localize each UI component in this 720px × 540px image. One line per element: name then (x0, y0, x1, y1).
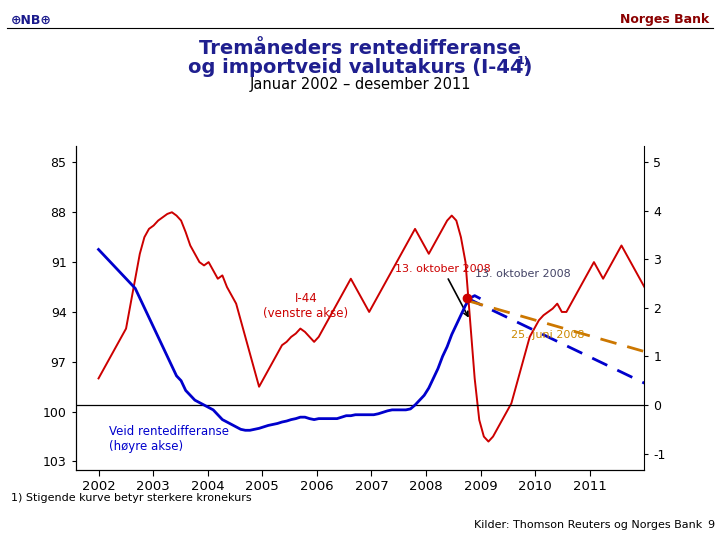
Text: 1): 1) (517, 56, 530, 66)
Text: Kilder: Thomson Reuters og Norges Bank: Kilder: Thomson Reuters og Norges Bank (474, 520, 702, 530)
Text: ⊕NB⊕: ⊕NB⊕ (11, 14, 52, 26)
Text: Norges Bank: Norges Bank (620, 14, 709, 26)
Text: Veid rentedifferanse
(høyre akse): Veid rentedifferanse (høyre akse) (109, 425, 230, 453)
Text: og importveid valutakurs (I-44): og importveid valutakurs (I-44) (188, 58, 532, 77)
Text: 1) Stigende kurve betyr sterkere kronekurs: 1) Stigende kurve betyr sterkere kroneku… (11, 493, 251, 503)
Text: 25. juni 2008: 25. juni 2008 (510, 330, 584, 340)
Text: 13. oktober 2008: 13. oktober 2008 (395, 264, 490, 316)
Text: Tremåneders rentedifferanse: Tremåneders rentedifferanse (199, 39, 521, 58)
Text: Januar 2002 – desember 2011: Januar 2002 – desember 2011 (249, 77, 471, 92)
Text: I-44
(venstre akse): I-44 (venstre akse) (264, 292, 348, 320)
Text: 9: 9 (707, 520, 714, 530)
Text: 13. oktober 2008: 13. oktober 2008 (475, 268, 571, 279)
